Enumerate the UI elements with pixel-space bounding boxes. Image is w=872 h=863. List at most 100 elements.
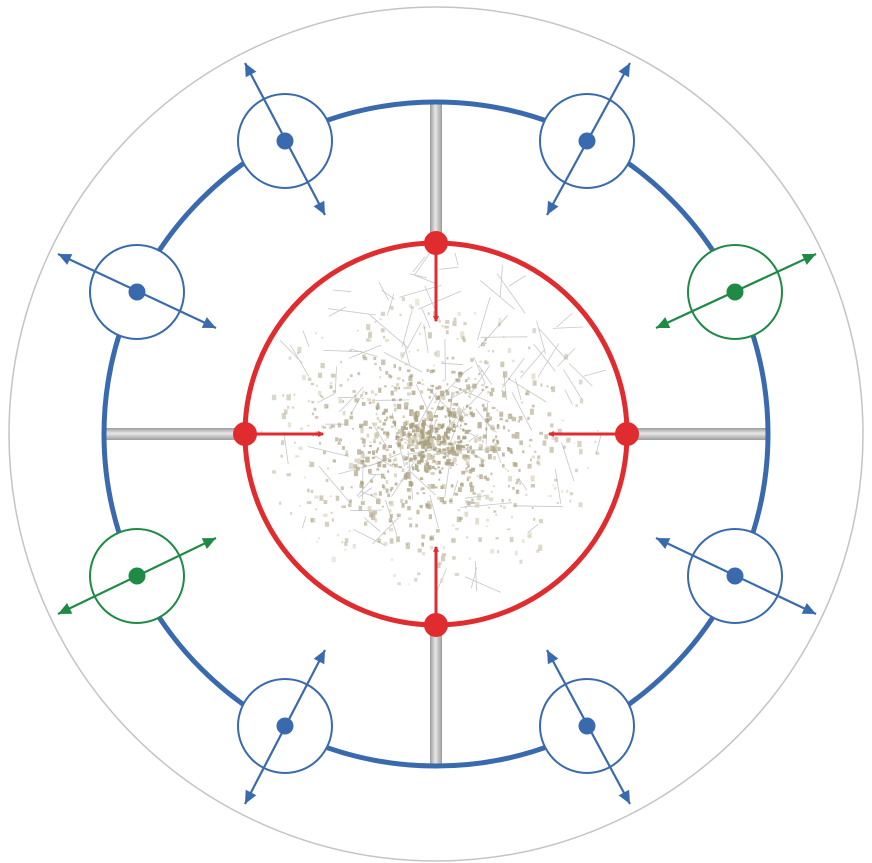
map-block: [497, 447, 501, 452]
map-block: [376, 402, 380, 406]
map-street: [515, 378, 522, 401]
map-block: [566, 437, 571, 443]
map-block: [479, 444, 484, 450]
node-center-dot: [726, 283, 744, 301]
map-block: [513, 503, 517, 508]
ring-node-lower-right: [655, 528, 817, 624]
map-block: [321, 424, 324, 429]
map-block: [474, 312, 477, 315]
map-block: [500, 361, 505, 368]
map-block: [388, 445, 392, 448]
map-street: [302, 330, 310, 348]
map-block: [508, 528, 511, 531]
map-block: [447, 428, 450, 431]
map-block: [437, 406, 441, 411]
map-block: [389, 376, 392, 379]
node-center-dot: [128, 567, 146, 585]
map-block: [476, 493, 481, 501]
map-block: [449, 420, 451, 423]
map-block: [395, 435, 400, 440]
map-street: [401, 309, 413, 348]
map-block: [514, 550, 518, 556]
map-block: [397, 429, 402, 433]
map-block: [460, 424, 462, 427]
map-block: [439, 406, 443, 411]
map-block: [374, 393, 378, 396]
map-block: [485, 418, 489, 423]
map-block: [382, 422, 386, 426]
map-block: [416, 442, 421, 445]
map-block: [367, 506, 372, 512]
map-block: [368, 401, 372, 404]
map-block: [413, 433, 416, 437]
map-block: [352, 390, 356, 393]
map-block: [411, 448, 415, 452]
map-block: [358, 505, 363, 511]
map-street: [318, 466, 352, 504]
map-block: [420, 488, 423, 491]
map-block: [490, 472, 493, 476]
map-blocks: [257, 297, 600, 586]
map-block: [408, 376, 413, 381]
map-block: [402, 455, 406, 460]
map-street: [372, 517, 400, 545]
map-block: [468, 389, 472, 392]
map-street: [480, 280, 515, 310]
map-block: [433, 459, 436, 462]
map-street: [452, 385, 491, 403]
map-block: [459, 387, 462, 391]
map-block: [323, 426, 327, 429]
map-block: [453, 317, 457, 322]
map-block: [344, 542, 348, 547]
map-block: [461, 470, 466, 475]
ring-node-upper-right: [655, 244, 817, 340]
node-arrowhead: [618, 789, 630, 804]
map-block: [377, 461, 382, 468]
map-block: [475, 501, 480, 508]
map-block: [387, 470, 389, 473]
map-block: [308, 464, 311, 467]
map-block: [391, 385, 394, 387]
map-block: [484, 342, 487, 345]
map-block: [297, 346, 302, 353]
map-street: [460, 502, 513, 508]
map-block: [272, 470, 277, 474]
map-block: [387, 433, 390, 435]
map-block: [595, 451, 600, 455]
node-arrowhead: [618, 63, 630, 78]
map-block: [400, 438, 403, 441]
map-block: [412, 434, 417, 441]
map-block: [495, 537, 499, 540]
map-street: [449, 252, 459, 266]
map-block: [301, 374, 307, 381]
map-block: [442, 455, 446, 459]
map-block: [359, 423, 364, 428]
map-block: [455, 402, 459, 407]
map-block: [550, 423, 554, 428]
map-block: [438, 320, 441, 323]
map-block: [383, 335, 386, 339]
map-block: [537, 455, 541, 459]
map-block: [477, 422, 482, 429]
map-street: [403, 341, 411, 367]
node-center-dot: [128, 283, 146, 301]
map-block: [393, 574, 397, 578]
map-block: [561, 489, 564, 493]
map-block: [391, 463, 394, 466]
map-block: [419, 429, 424, 434]
map-block: [495, 514, 498, 516]
map-block: [544, 434, 549, 440]
map-street: [360, 490, 381, 500]
map-block: [452, 321, 457, 327]
map-block: [425, 470, 429, 473]
map-block: [388, 453, 392, 457]
map-block: [375, 405, 380, 410]
map-block: [330, 511, 333, 514]
map-block: [454, 573, 459, 576]
map-street: [480, 336, 528, 338]
map-block: [499, 411, 504, 417]
map-block: [550, 387, 553, 390]
map-block: [446, 436, 450, 440]
map-block: [435, 419, 438, 422]
